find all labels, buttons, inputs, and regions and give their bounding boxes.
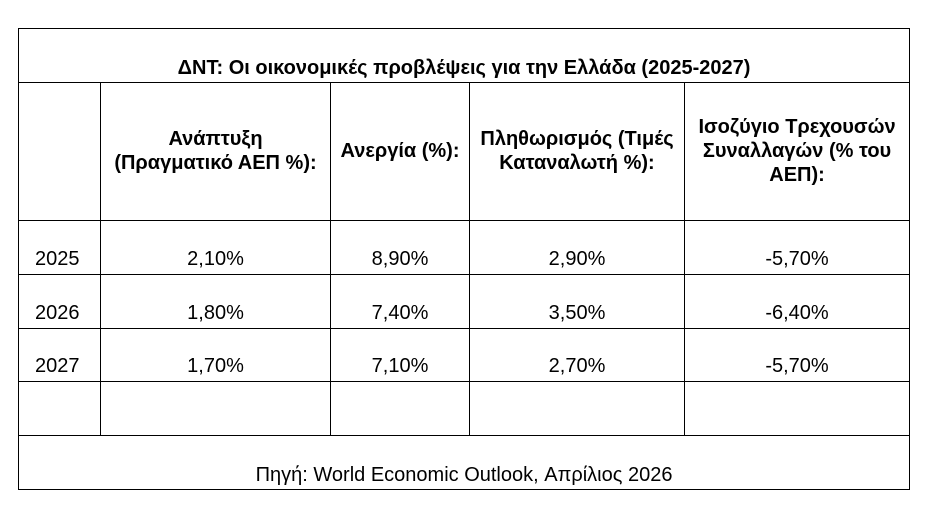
year-label: 2025	[35, 247, 80, 270]
source-row: Πηγή: World Economic Outlook, Απρίλιος 2…	[17, 435, 911, 490]
empty-cell	[683, 381, 911, 437]
header-cell-current-account: Ισοζύγιο Τρεχουσών Συναλλαγών (% του ΑΕΠ…	[683, 81, 911, 221]
growth-value: 1,70%	[187, 355, 244, 378]
empty-cell	[100, 381, 331, 437]
growth-cell: 1,80%	[100, 273, 331, 329]
source-text: Πηγή: World Economic Outlook, Απρίλιος 2…	[255, 464, 673, 486]
current-account-cell: -5,70%	[683, 219, 911, 275]
forecast-table: ΔΝΤ: Οι οικονομικές προβλέψεις για την Ε…	[17, 28, 911, 490]
unemployment-value: 7,40%	[371, 301, 429, 324]
year-label: 2027	[35, 355, 80, 378]
year-cell: 2026	[18, 273, 101, 329]
empty-cell	[469, 381, 685, 437]
table-row: 2027 1,70% 7,10% 2,70% -5,70%	[18, 327, 911, 383]
current-account-value: -5,70%	[765, 355, 829, 378]
growth-cell: 1,70%	[100, 327, 331, 383]
header-cell-growth: Ανάπτυξη (Πραγματικό ΑΕΠ %):	[100, 81, 331, 221]
current-account-value: -5,70%	[765, 247, 829, 270]
empty-cell	[18, 381, 101, 437]
growth-value: 1,80%	[187, 301, 244, 324]
current-account-cell: -6,40%	[683, 273, 911, 329]
inflation-cell: 2,90%	[469, 219, 685, 275]
header-row: Ανάπτυξη (Πραγματικό ΑΕΠ %): Ανεργία (%)…	[18, 81, 911, 221]
header-cell-inflation: Πληθωρισμός (Τιμές Καταναλωτή %):	[469, 81, 685, 221]
growth-value: 2,10%	[187, 247, 244, 270]
header-cell-unemployment: Ανεργία (%):	[330, 81, 470, 221]
year-cell: 2027	[18, 327, 101, 383]
empty-row	[18, 381, 911, 437]
year-label: 2026	[35, 301, 80, 324]
table-title: ΔΝΤ: Οι οικονομικές προβλέψεις για την Ε…	[17, 28, 911, 83]
table-row: 2026 1,80% 7,40% 3,50% -6,40%	[18, 273, 911, 329]
current-account-cell: -5,70%	[683, 327, 911, 383]
inflation-value: 3,50%	[548, 301, 606, 324]
year-cell: 2025	[18, 219, 101, 275]
title-row: ΔΝΤ: Οι οικονομικές προβλέψεις για την Ε…	[17, 28, 911, 83]
header-cell-year	[18, 81, 101, 221]
table-row: 2025 2,10% 8,90% 2,90% -5,70%	[18, 219, 911, 275]
unemployment-value: 8,90%	[371, 247, 429, 270]
unemployment-cell: 8,90%	[330, 219, 470, 275]
inflation-cell: 3,50%	[469, 273, 685, 329]
unemployment-cell: 7,40%	[330, 273, 470, 329]
unemployment-value: 7,10%	[371, 355, 429, 378]
inflation-value: 2,90%	[548, 247, 606, 270]
table-title-text: ΔΝΤ: Οι οικονομικές προβλέψεις για την Ε…	[177, 56, 751, 79]
unemployment-cell: 7,10%	[330, 327, 470, 383]
current-account-value: -6,40%	[765, 301, 829, 324]
growth-cell: 2,10%	[100, 219, 331, 275]
empty-cell	[330, 381, 470, 437]
source-note: Πηγή: World Economic Outlook, Απρίλιος 2…	[17, 435, 911, 490]
inflation-cell: 2,70%	[469, 327, 685, 383]
inflation-value: 2,70%	[548, 355, 606, 378]
